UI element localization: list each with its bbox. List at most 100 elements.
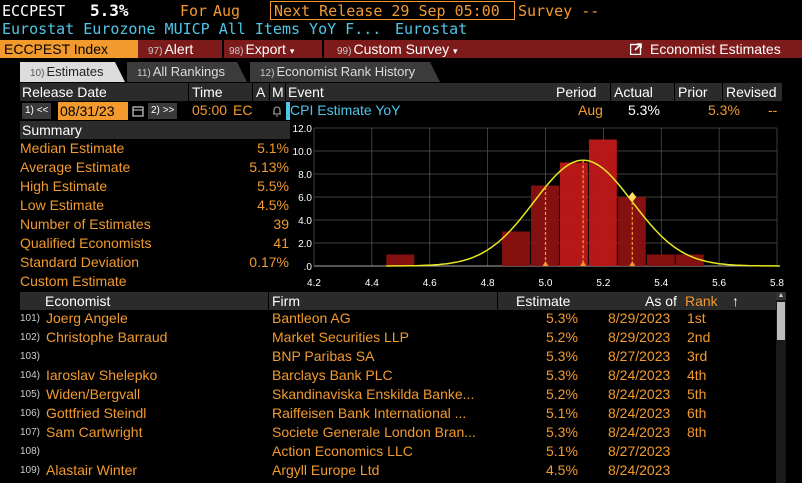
- table-row[interactable]: 107) Sam Cartwright Societe Generale Lon…: [20, 424, 707, 440]
- firm-name: Bantleon AG: [272, 310, 351, 326]
- tab-economist-rank-history[interactable]: 12) Economist Rank History: [250, 62, 440, 82]
- custom-estimate-label[interactable]: Custom Estimate: [20, 273, 127, 289]
- estimate-value: 5.3%: [546, 424, 578, 440]
- as-of-column-header[interactable]: As of: [645, 293, 677, 309]
- economist-name[interactable]: Alastair Winter: [46, 462, 138, 478]
- economist-name[interactable]: Sam Cartwright: [46, 424, 143, 440]
- ticker-label: ECCPEST: [2, 2, 66, 20]
- calendar-icon[interactable]: [132, 105, 144, 117]
- histogram-bar: [646, 254, 675, 266]
- estimate-value: 5.3%: [546, 310, 578, 326]
- rank-value: 3rd: [687, 348, 708, 364]
- low-estimate-value: 4.5%: [257, 197, 289, 213]
- x-tick-label: 5.0: [539, 278, 553, 289]
- economist-name[interactable]: Joerg Angele: [46, 310, 128, 326]
- release-date-input[interactable]: 08/31/23: [58, 102, 128, 120]
- scrollbar-thumb[interactable]: [777, 302, 785, 340]
- table-row[interactable]: 102) Christophe Barraud Market Securitie…: [20, 329, 711, 345]
- command-toolbar: ECCPEST Index 97) Alert 98) Export ▾ 99) Cu…: [0, 40, 802, 58]
- security-input-text: ECCPEST Index: [4, 41, 109, 57]
- histogram-bar: [559, 162, 588, 266]
- last-value: 5.3%: [90, 1, 129, 20]
- table-header: Economist Firm Estimate As of Rank ↑: [20, 292, 776, 310]
- average-estimate-value: 5.13%: [249, 159, 289, 175]
- estimate-value: 5.2%: [546, 329, 578, 345]
- security-input[interactable]: ECCPEST Index: [0, 40, 138, 58]
- economist-table: 101) Joerg Angele Bantleon AG 5.3% 8/29/…: [20, 310, 776, 483]
- firm-name: Raiffeisen Bank International ...: [272, 405, 467, 421]
- qualified-economists-value: 41: [273, 235, 289, 251]
- custom-survey-button[interactable]: 99) Custom Survey ▾: [337, 41, 458, 57]
- firm-name: Societe Generale London Bran...: [272, 424, 476, 440]
- table-row[interactable]: 109) Alastair Winter Argyll Europe Ltd 4…: [20, 462, 671, 478]
- y-tick-label: 12.0: [293, 124, 313, 135]
- export-button[interactable]: 98) Export ▾: [229, 41, 295, 57]
- rank-column-header[interactable]: Rank: [685, 293, 718, 309]
- x-tick-label: 5.4: [654, 278, 668, 289]
- economist-name[interactable]: Widen/Bergvall: [46, 386, 141, 402]
- release-period: Aug: [578, 102, 603, 118]
- revised-header: Revised: [726, 84, 777, 100]
- table-row[interactable]: 103) BNP Paribas SA 5.3% 8/27/2023 3rd: [20, 348, 708, 364]
- x-tick-label: 5.2: [596, 278, 610, 289]
- standard-deviation-label: Standard Deviation: [20, 254, 140, 270]
- y-tick-label: 4.0: [298, 216, 312, 227]
- tab-estimates[interactable]: 10) Estimates: [20, 62, 125, 82]
- y-tick-label: 10.0: [293, 147, 313, 158]
- release-row: 1) << 08/31/23 2) >> 05:00 EC CPI Estima…: [20, 102, 782, 120]
- high-estimate-label: High Estimate: [20, 178, 108, 194]
- event-name[interactable]: CPI Estimate YoY: [290, 102, 401, 118]
- rank-value: 1st: [687, 310, 706, 326]
- economist-name[interactable]: Christophe Barraud: [46, 329, 168, 345]
- y-axis-ticks: 12.0 10.0 8.0 6.0 4.0 2.0 .0: [293, 124, 313, 273]
- as-of-date: 8/24/2023: [608, 405, 671, 421]
- x-tick-label: 4.2: [307, 278, 321, 289]
- estimate-column-header[interactable]: Estimate: [516, 293, 571, 309]
- monitor-header: M: [272, 84, 284, 100]
- sort-ascending-icon[interactable]: ↑: [732, 293, 739, 309]
- next-release-button[interactable]: 2) >>: [148, 103, 178, 119]
- economist-name[interactable]: Iaroslav Shelepko: [46, 367, 158, 383]
- x-axis-ticks: 4.2 4.4 4.6 4.8 5.0 5.2 5.4 5.6 5.8: [307, 278, 784, 289]
- average-estimate-label: Average Estimate: [20, 159, 131, 175]
- estimate-value: 5.3%: [546, 348, 578, 364]
- prev-release-button[interactable]: 1) <<: [22, 103, 52, 119]
- as-of-date: 8/29/2023: [608, 329, 671, 345]
- histogram-bar: [675, 254, 704, 266]
- tab-all-rankings[interactable]: 11) All Rankings: [127, 62, 247, 82]
- release-country: EC: [233, 102, 253, 118]
- economist-column-header[interactable]: Economist: [45, 293, 111, 309]
- table-row[interactable]: 108) Action Economics LLC 5.1% 8/27/2023: [20, 443, 671, 459]
- as-of-date: 8/24/2023: [608, 462, 671, 478]
- table-row[interactable]: 105) Widen/Bergvall Skandinaviska Enskil…: [20, 386, 707, 402]
- table-row[interactable]: 101) Joerg Angele Bantleon AG 5.3% 8/29/…: [20, 310, 706, 326]
- y-tick-label: .0: [304, 262, 313, 273]
- firm-column-header[interactable]: Firm: [272, 293, 300, 309]
- estimate-value: 4.5%: [546, 462, 578, 478]
- economist-estimates-link[interactable]: Economist Estimates: [629, 40, 781, 58]
- tab-estimates-label: Estimates: [46, 64, 104, 79]
- event-header: Event: [288, 84, 324, 100]
- firm-name: Barclays Bank PLC: [272, 367, 393, 383]
- release-prior: 5.3%: [708, 102, 740, 118]
- table-scrollbar[interactable]: ▲: [776, 292, 786, 483]
- rank-value: 5th: [687, 386, 707, 402]
- economist-name[interactable]: Gottfried Steindl: [46, 405, 147, 421]
- x-tick-label: 5.6: [712, 278, 726, 289]
- table-row[interactable]: 106) Gottfried Steindl Raiffeisen Bank I…: [20, 405, 707, 421]
- table-row[interactable]: 104) Iaroslav Shelepko Barclays Bank PLC…: [20, 367, 707, 383]
- bell-icon[interactable]: [271, 105, 283, 117]
- normal-distribution-curve: [386, 159, 780, 267]
- histogram-bar: [386, 254, 415, 266]
- scroll-up-icon[interactable]: ▲: [776, 292, 786, 300]
- estimate-marker-triangle: [629, 261, 636, 266]
- tab-rank-history-label: Economist Rank History: [276, 64, 416, 79]
- economist-estimates-label: Economist Estimates: [650, 41, 781, 57]
- release-revised: --: [768, 102, 778, 118]
- time-header: Time: [192, 84, 223, 100]
- summary-panel: Median Estimate 5.1% Average Estimate 5.…: [0, 139, 292, 291]
- alert-button[interactable]: 97) Alert: [148, 41, 194, 57]
- estimate-value: 5.1%: [546, 443, 578, 459]
- external-link-icon: [629, 43, 642, 56]
- for-period: Aug: [213, 2, 241, 20]
